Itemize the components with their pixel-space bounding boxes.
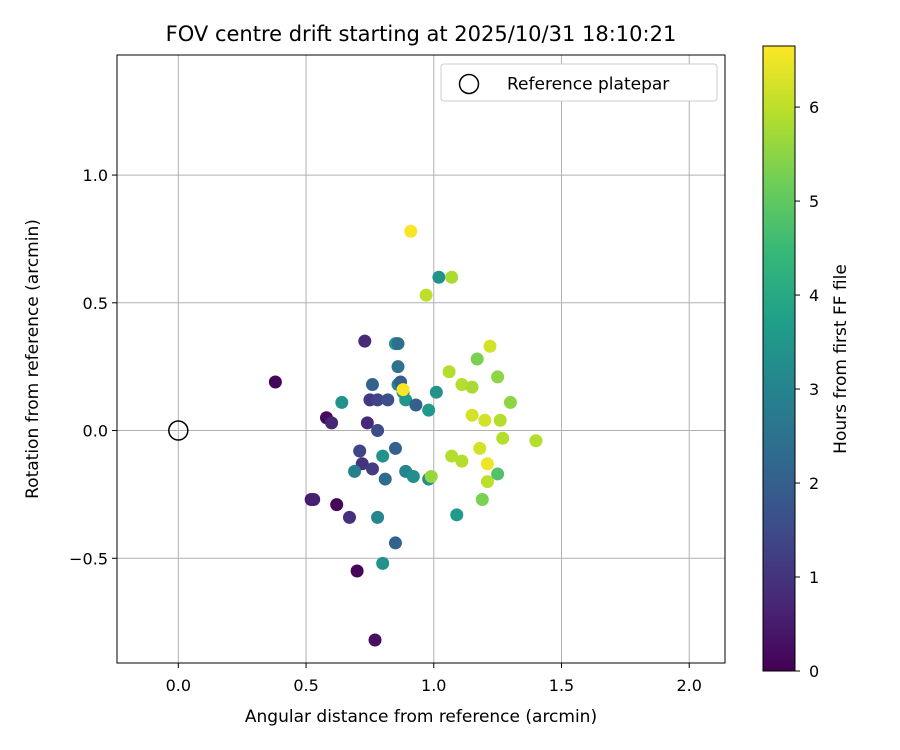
scatter-point — [432, 270, 446, 284]
x-tick-label: 2.0 — [677, 676, 702, 695]
scatter-point — [371, 393, 385, 407]
scatter-point — [371, 424, 385, 438]
scatter-point — [330, 498, 344, 512]
scatter-point — [475, 493, 489, 507]
scatter-point — [388, 441, 402, 455]
scatter-point — [353, 444, 367, 458]
scatter-point — [445, 270, 459, 284]
x-tick-label: 0.5 — [293, 676, 318, 695]
scatter-point — [491, 467, 505, 481]
scatter-point — [465, 380, 479, 394]
x-axis-ticks: 0.0 0.5 1.0 1.5 2.0 — [166, 663, 702, 695]
scatter-point — [365, 462, 379, 476]
scatter-point — [325, 416, 339, 430]
x-axis-label: Angular distance from reference (arcmin) — [245, 707, 597, 727]
scatter-point — [348, 464, 362, 478]
data-points — [268, 224, 543, 647]
scatter-point — [424, 470, 438, 484]
plot-frame — [116, 54, 726, 664]
x-tick-label: 1.5 — [549, 676, 574, 695]
scatter-point — [376, 449, 390, 463]
scatter-point — [473, 441, 487, 455]
scatter-point — [496, 431, 510, 445]
scatter-point — [429, 385, 443, 399]
scatter-point — [368, 633, 382, 647]
colorbar — [762, 45, 796, 672]
scatter-point — [422, 403, 436, 417]
legend-marker-icon — [458, 73, 480, 95]
scatter-point — [399, 393, 413, 407]
colorbar-tick-label: 5 — [809, 192, 819, 211]
reference-platepar-marker — [168, 420, 189, 441]
scatter-point — [483, 339, 497, 353]
y-tick-label: 0.5 — [83, 294, 108, 313]
scatter-point — [455, 378, 469, 392]
scatter-point — [335, 395, 349, 409]
scatter-point — [480, 475, 494, 489]
scatter-point — [442, 365, 456, 379]
scatter-point — [360, 416, 374, 430]
scatter-point — [419, 288, 433, 302]
scatter-point — [376, 556, 390, 570]
colorbar-tick-label: 1 — [809, 568, 819, 587]
y-tick-label: 0.0 — [83, 422, 108, 441]
y-axis-label: Rotation from reference (arcmin) — [23, 219, 43, 499]
scatter-point — [478, 413, 492, 427]
scatter-point — [350, 564, 364, 578]
scatter-point — [480, 457, 494, 471]
colorbar-tick-label: 2 — [809, 474, 819, 493]
scatter-point — [342, 510, 356, 524]
scatter-point — [455, 454, 469, 468]
scatter-point — [396, 383, 410, 397]
scatter-point — [378, 472, 392, 486]
colorbar-tick-label: 0 — [809, 662, 819, 681]
scatter-point — [365, 378, 379, 392]
scatter-point — [409, 398, 423, 412]
y-tick-label: −0.5 — [69, 549, 108, 568]
scatter-point — [404, 224, 418, 238]
grid — [117, 55, 725, 663]
scatter-point — [491, 370, 505, 384]
scatter-point — [371, 510, 385, 524]
scatter-point — [391, 360, 405, 374]
legend-box — [440, 63, 718, 102]
colorbar-tick-label: 3 — [809, 380, 819, 399]
legend-label: Reference platepar — [507, 75, 669, 95]
scatter-point — [450, 508, 464, 522]
x-tick-label: 0.0 — [166, 676, 191, 695]
scatter-point — [358, 334, 372, 348]
scatter-point — [445, 449, 459, 463]
x-tick-label: 1.0 — [421, 676, 446, 695]
y-tick-label: 1.0 — [83, 166, 108, 185]
scatter-point — [503, 395, 517, 409]
scatter-point — [470, 352, 484, 366]
scatter-point — [529, 434, 543, 448]
scatter-point — [381, 393, 395, 407]
chart-title: FOV centre drift starting at 2025/10/31 … — [166, 22, 677, 46]
scatter-point — [406, 470, 420, 484]
scatter-point — [268, 375, 282, 389]
scatter-point — [391, 337, 405, 351]
colorbar-tick-label: 6 — [809, 98, 819, 117]
scatter-point — [307, 493, 321, 507]
colorbar-ticks: 0 1 2 3 4 5 6 — [795, 98, 819, 681]
y-axis-ticks: −0.5 0.0 0.5 1.0 — [69, 166, 117, 568]
colorbar-label: Hours from first FF file — [831, 264, 851, 454]
colorbar-tick-label: 4 — [809, 286, 819, 305]
scatter-point — [493, 413, 507, 427]
scatter-point — [465, 408, 479, 422]
scatter-point — [388, 536, 402, 550]
legend: Reference platepar — [440, 63, 718, 102]
